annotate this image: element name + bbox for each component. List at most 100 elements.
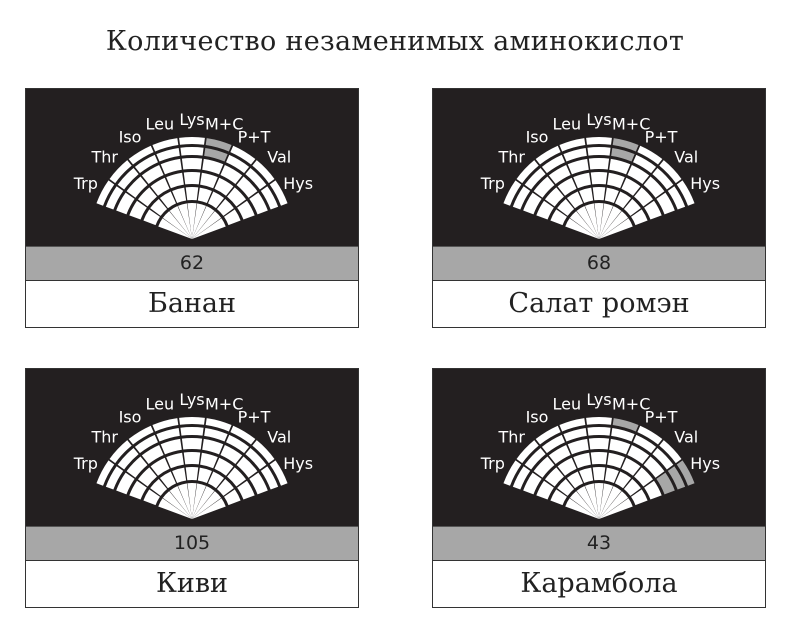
present-segment <box>569 491 599 519</box>
present-segment <box>150 177 170 196</box>
present-segment <box>216 479 234 496</box>
present-segment <box>541 154 565 174</box>
amino-fan-chart: Trp Thr Iso Leu Lys M+C P+T Val Hys <box>26 369 358 526</box>
present-segment <box>579 187 594 203</box>
present-segment <box>623 199 641 216</box>
present-segment <box>181 438 203 450</box>
amino-label: M+C <box>612 394 650 413</box>
present-segment <box>150 199 168 216</box>
present-segment <box>588 158 610 170</box>
present-segment <box>137 467 157 487</box>
present-segment <box>573 452 591 469</box>
present-segment <box>644 200 662 220</box>
amino-label: Val <box>674 148 698 167</box>
present-segment <box>512 186 531 210</box>
present-segment <box>541 434 565 454</box>
amino-label: P+T <box>238 127 271 146</box>
present-segment <box>557 177 577 196</box>
present-segment <box>141 444 164 465</box>
present-segment <box>156 427 180 442</box>
present-segment <box>599 486 622 519</box>
present-segment <box>185 187 199 201</box>
present-segment <box>204 427 228 442</box>
present-segment <box>579 467 594 483</box>
present-segment <box>260 466 279 490</box>
missing-segment <box>204 147 228 162</box>
food-name: Киви <box>26 561 358 607</box>
present-segment <box>631 489 648 506</box>
present-segment <box>249 192 268 215</box>
present-segment <box>592 467 606 481</box>
present-segment <box>536 480 554 500</box>
present-segment <box>183 172 201 185</box>
amino-label: Trp <box>480 454 505 473</box>
present-segment <box>524 167 546 190</box>
present-segment <box>236 456 258 478</box>
present-segment <box>659 160 682 184</box>
present-segment <box>179 137 205 145</box>
present-segment <box>523 192 542 215</box>
present-segment <box>573 172 591 189</box>
present-segment <box>557 479 575 496</box>
amino-label: P+T <box>238 407 271 426</box>
present-segment <box>524 447 546 470</box>
panel-banana: Trp Thr Iso Leu Lys M+C P+T Val Hys 62 Банан <box>25 88 359 328</box>
present-segment <box>557 457 577 476</box>
present-segment <box>634 187 654 207</box>
present-segment <box>586 417 612 425</box>
present-segment <box>166 452 184 469</box>
amino-label: M+C <box>612 114 650 133</box>
present-segment <box>169 486 192 519</box>
amino-label: M+C <box>205 394 243 413</box>
amino-label: Lys <box>586 390 611 409</box>
present-segment <box>216 199 234 216</box>
missing-segment <box>611 147 635 162</box>
present-segment <box>565 498 599 519</box>
present-segment <box>214 457 234 476</box>
present-segment <box>192 498 226 519</box>
present-segment <box>202 438 224 455</box>
present-segment <box>177 203 192 239</box>
present-segment <box>179 417 205 425</box>
present-segment <box>180 147 204 156</box>
present-segment <box>260 186 279 210</box>
present-segment <box>611 427 635 442</box>
present-segment <box>523 472 542 495</box>
present-segment <box>536 200 554 220</box>
present-segment <box>576 486 599 519</box>
present-segment <box>533 456 555 478</box>
present-segment <box>158 498 192 519</box>
present-segment <box>192 491 222 519</box>
food-name: Салат ромэн <box>433 281 765 327</box>
present-segment <box>156 147 180 162</box>
present-segment <box>592 187 606 201</box>
present-segment <box>633 434 657 454</box>
present-segment <box>559 138 586 152</box>
present-segment <box>621 457 641 476</box>
present-segment <box>594 483 604 519</box>
present-segment <box>566 191 584 209</box>
present-segment <box>230 145 256 165</box>
present-segment <box>237 200 255 220</box>
present-segment <box>503 460 522 486</box>
present-segment <box>197 467 212 483</box>
present-segment <box>150 457 170 476</box>
score-bar: 105 <box>26 526 358 561</box>
present-segment <box>634 467 654 487</box>
amino-label: Lys <box>586 110 611 129</box>
present-segment <box>200 172 218 189</box>
present-segment <box>557 199 575 216</box>
missing-segment <box>667 466 686 490</box>
present-segment <box>567 158 589 175</box>
present-segment <box>269 460 288 486</box>
present-segment <box>134 154 158 174</box>
score-bar: 68 <box>433 246 765 281</box>
present-segment <box>566 471 584 489</box>
present-segment <box>599 491 629 519</box>
present-segment <box>158 218 192 239</box>
present-segment <box>141 164 164 185</box>
page-title: Количество незаменимых аминокислот <box>105 26 685 57</box>
amino-label: Iso <box>119 407 142 426</box>
present-segment <box>109 160 132 184</box>
